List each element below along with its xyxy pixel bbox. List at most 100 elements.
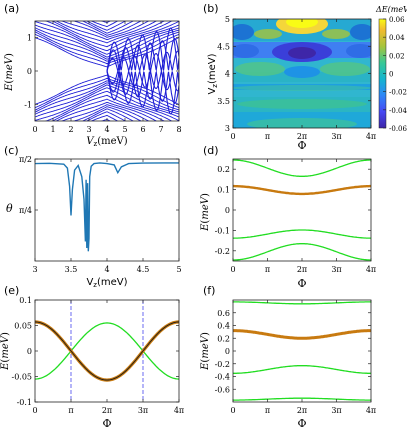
panel-e-series-line [35,320,179,382]
panel-c-ylabel: θ [6,202,13,215]
panel-f-xtick-label: 2π [297,406,307,415]
panel-a-band [35,90,179,121]
panel-a-band [60,104,150,121]
panel-f-ylabel: E(meV) [200,332,211,371]
panel-b-xtick-label: 2π [297,132,307,141]
panel-a-chart: 0 1 2 3 4 5 6 7 8 -1 0 1 Vz(meV) E(meV) [4,20,182,148]
panel-f-ytick-label: 0.2 [217,334,230,343]
panel-d-ytick-label: 0 [225,206,230,215]
panel-a-mode [106,37,179,72]
panel-a-mode [106,70,179,105]
panel-f-ytick-label: -0.2 [215,360,230,369]
panel-f-chart: 0 π 2π 3π 4π 0.6 0.4 0.2 0 -0.2 -0.4 -0.6 Φ E(meV) [200,299,376,430]
panel-a-band [90,21,119,28]
panel-a-xtick-label: 8 [176,125,181,134]
colorbar-tick-label: -0.04 [389,107,407,115]
panel-a-band [35,31,179,62]
panel-c-chart: 3 3.5 4 4.5 5 π/4 π/2 Vz(meV) θ [6,155,182,289]
panel-c-frame [34,158,180,262]
panel-a-band [35,33,179,65]
panel-b-ytick-label: 5 [225,15,230,24]
panel-f-frame [232,299,372,403]
panel-label-e: (e) [4,284,19,297]
panel-d-xtick-label: 0 [230,265,235,274]
panel-f-xtick-label: 3π [331,406,341,415]
panel-label-d: (d) [203,144,219,157]
panel-e-chart: 0 π 2π 3π 4π 0.1 0.05 0 -0.05 -0.1 Φ E(meV) [0,296,184,430]
panel-a-ylabel: E(meV) [4,53,15,92]
panel-a-band [35,77,179,109]
panel-e-series-line [35,322,179,380]
panel-e-ytick-label: -0.05 [11,373,32,382]
panel-b-xtick-label: π [265,132,270,141]
panel-a-band [35,82,179,113]
colorbar-tick-label: 0.06 [389,16,405,24]
panel-a-band [72,106,142,121]
panel-a-xlabel: Vz(meV) [86,136,127,148]
panel-label-f: (f) [203,284,215,297]
panel-b-ytick-label: 3.5 [217,97,230,106]
panel-c-xlabel: Vz(meV) [86,277,127,289]
panel-d-chart: 0 π 2π 3π 4π 0.2 0.1 0 -0.1 -0.2 Φ E(meV) [200,158,376,290]
panel-a-band [86,21,127,31]
panel-a-ytick-label: 1 [27,34,32,43]
panel-c-ticks: 3 3.5 4 4.5 5 π/4 π/2 [19,155,182,274]
panel-d-ytick-label: -0.2 [215,247,230,256]
panel-a-xtick-label: 6 [140,125,145,134]
panel-c-xtick-label: 4.5 [137,265,150,274]
panel-f-series-line [233,397,371,401]
panel-a-band [81,108,135,121]
colorbar-tick-label: 0.04 [389,34,405,42]
panel-f-xtick-label: 0 [230,406,235,415]
panel-e-xtick-label: 2π [102,406,112,415]
colorbar-label: ΔE(meV) [375,5,407,14]
panel-d-xtick-label: 2π [297,265,307,274]
panel-b-ytick-label: 4.5 [217,42,230,51]
panel-b-ticks: 0 π 2π 3π 4π 3 3.5 4 4.5 5 [217,15,376,141]
panel-a-band [100,21,112,23]
panel-a-band [81,21,135,34]
panel-f-ytick-label: 0 [225,347,230,356]
panel-f-series-line [233,301,371,305]
panel-b-heatmap: 0 π 2π 3π 4π 3 3.5 4 4.5 5 Φ Vz(meV) ΔE(meV) 0.06… [207,5,407,152]
panel-a-band [35,21,179,52]
colorbar-tick-label: -0.02 [389,89,407,97]
panel-b-xlabel: Φ [297,139,306,152]
panel-a-mode [106,27,179,72]
panel-d-xtick-label: 3π [331,265,341,274]
colorbar-ticks: 0.06 0.04 0.02 0 -0.02 -0.04 -0.06 [383,16,407,133]
panel-c-xtick-label: 4 [104,265,109,274]
panel-d-ylabel: E(meV) [200,193,211,232]
panel-a-band [51,21,165,44]
colorbar-tick-label: 0.02 [389,52,405,60]
colorbar-tick-label: -0.06 [389,125,407,133]
panel-a-band [55,21,158,41]
panel-b-ytick-label: 3 [225,124,230,133]
panel-d-ticks: 0 π 2π 3π 4π 0.2 0.1 0 -0.1 -0.2 [215,159,376,274]
panel-d-series-line [233,229,371,239]
panel-a-xtick-label: 5 [122,125,127,134]
panel-f-ytick-label: 0.6 [217,309,230,318]
panel-f-xtick-label: π [265,406,270,415]
panel-e-ticks: 0 π 2π 3π 4π 0.1 0.05 0 -0.05 -0.1 [11,296,184,415]
panel-c-theta-line [35,162,179,252]
panel-a-mode [106,70,179,115]
panel-e-ytick-label: 0.1 [19,296,32,305]
panel-d-series-line [233,243,371,261]
panel-a-band [86,111,127,121]
panel-c-xtick-label: 3.5 [65,265,78,274]
colorbar-tick-label: 0 [389,71,393,79]
panel-a-xtick-label: 1 [50,125,55,134]
panel-a-ytick-label: -1 [24,100,32,109]
panel-f-ytick-label: 0.4 [217,322,230,331]
panel-f-series-line [233,329,371,340]
panel-e-ytick-label: 0.05 [14,322,32,331]
panel-f-ytick-label: -0.4 [215,373,230,382]
panel-label-c: (c) [4,144,19,157]
panel-a-band [51,98,165,121]
panel-e-xtick-label: 0 [32,406,37,415]
panel-a-band [55,101,158,121]
panel-d-xtick-label: 4π [366,265,376,274]
panel-a-band [44,94,173,121]
panel-d-xtick-label: π [265,265,270,274]
